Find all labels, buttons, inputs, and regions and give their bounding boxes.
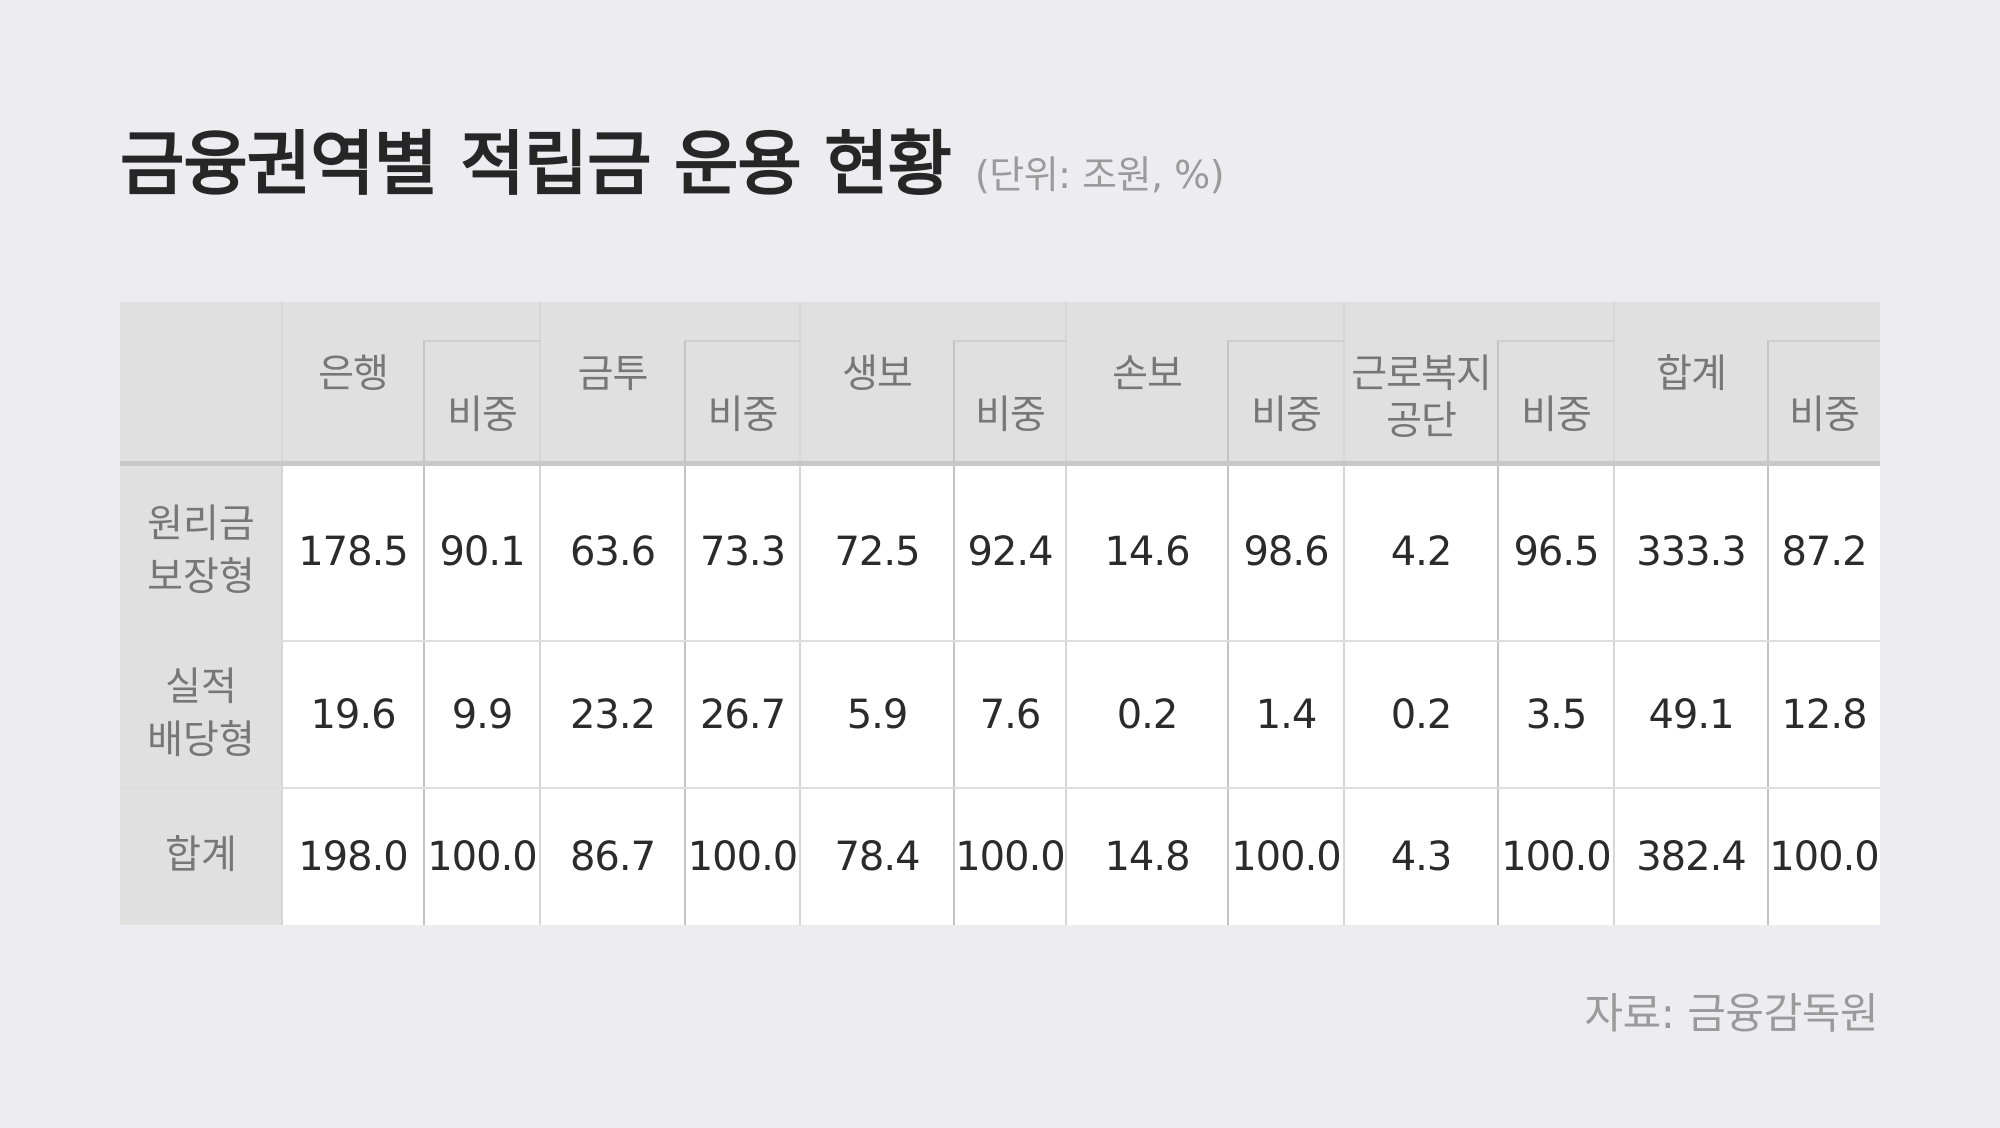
table-cell: 49.1	[1648, 691, 1734, 738]
row-header-background	[120, 463, 282, 925]
table-cell: 1.4	[1255, 691, 1318, 738]
data-table: 은행 비중 금투 비중 생보 비중 손보 비중 근로복지 공단 비중 합계 비중 원리금 보장형 178.…	[120, 302, 1880, 925]
table-cell: 100.0	[955, 833, 1066, 880]
column-header-share: 비중	[707, 393, 779, 439]
title-row: 금융권역별 적립금 운용 현황 (단위: 조원, %)	[120, 108, 1225, 209]
table-cell: 0.2	[1116, 691, 1179, 738]
grid-line-vertical	[1767, 340, 1769, 925]
subheader-top-border	[685, 340, 800, 342]
table-cell: 14.8	[1104, 833, 1190, 880]
column-header-share: 비중	[975, 393, 1046, 439]
column-header: 금투	[577, 351, 649, 397]
grid-line-vertical	[539, 302, 541, 925]
grid-line-vertical	[1613, 302, 1615, 925]
grid-line-vertical	[799, 302, 801, 925]
table-cell: 73.3	[699, 529, 786, 575]
table-cell: 63.6	[569, 529, 656, 575]
table-cell: 382.4	[1636, 833, 1747, 880]
subheader-top-border	[1498, 340, 1614, 342]
table-cell: 4.3	[1390, 833, 1453, 880]
table-cell: 3.5	[1525, 691, 1588, 738]
table-cell: 26.7	[699, 691, 786, 738]
table-cell: 92.4	[967, 529, 1053, 575]
grid-line-horizontal	[120, 640, 1880, 642]
grid-line-vertical	[423, 340, 425, 925]
subheader-top-border	[424, 340, 540, 342]
table-cell: 100.0	[1231, 833, 1342, 880]
grid-line-horizontal	[120, 787, 1880, 789]
subheader-top-border	[1228, 340, 1344, 342]
subheader-top-border	[954, 340, 1066, 342]
table-cell: 0.2	[1390, 691, 1453, 738]
table-cell: 100.0	[1501, 833, 1612, 880]
table-cell: 86.7	[569, 833, 656, 880]
grid-line-vertical	[1065, 302, 1067, 925]
column-header: 근로복지 공단	[1351, 352, 1492, 444]
grid-line-vertical	[953, 340, 955, 925]
table-cell: 96.5	[1513, 529, 1599, 575]
table-cell: 7.6	[979, 691, 1042, 738]
unit-label: (단위: 조원, %)	[974, 153, 1225, 197]
header-separator	[120, 461, 1880, 466]
table-cell: 333.3	[1636, 529, 1747, 575]
row-header: 합계	[165, 833, 237, 879]
table-cell: 100.0	[1769, 833, 1880, 880]
table-cell: 4.2	[1390, 529, 1453, 575]
table-cell: 9.9	[451, 691, 514, 738]
grid-line-vertical	[1497, 340, 1499, 925]
table-cell: 87.2	[1781, 529, 1867, 575]
header-background	[120, 302, 1880, 463]
table-cell: 12.8	[1781, 691, 1867, 738]
column-header-share: 비중	[447, 393, 518, 439]
table-cell: 72.5	[834, 529, 920, 575]
table-cell: 100.0	[687, 833, 799, 880]
table-cell: 100.0	[427, 833, 538, 880]
row-header: 실적 배당형	[147, 664, 255, 763]
table-cell: 90.1	[439, 529, 525, 575]
column-header: 합계	[1656, 351, 1727, 397]
grid-line-vertical	[684, 340, 686, 925]
table-cell: 23.2	[569, 691, 656, 738]
subheader-top-border	[1768, 340, 1880, 342]
table-cell: 178.5	[298, 529, 409, 575]
table-cell: 19.6	[310, 691, 396, 738]
grid-line-vertical	[281, 302, 283, 925]
table-cell: 98.6	[1243, 529, 1329, 575]
table-cell: 14.6	[1104, 529, 1190, 575]
row-header: 원리금 보장형	[147, 502, 255, 600]
column-header-share: 비중	[1789, 393, 1860, 439]
column-header: 은행	[318, 351, 389, 397]
chart-title: 금융권역별 적립금 운용 현황	[120, 123, 952, 205]
source-note: 자료: 금융감독원	[1584, 989, 1879, 1038]
column-header: 생보	[842, 351, 913, 397]
table-cell: 5.9	[846, 691, 909, 738]
grid-line-vertical	[1343, 302, 1345, 925]
column-header-share: 비중	[1521, 393, 1592, 439]
grid-line-vertical	[1227, 340, 1229, 925]
column-header-share: 비중	[1251, 393, 1322, 439]
table-cell: 198.0	[298, 833, 409, 880]
column-header: 손보	[1112, 351, 1183, 397]
table-cell: 78.4	[834, 833, 920, 880]
